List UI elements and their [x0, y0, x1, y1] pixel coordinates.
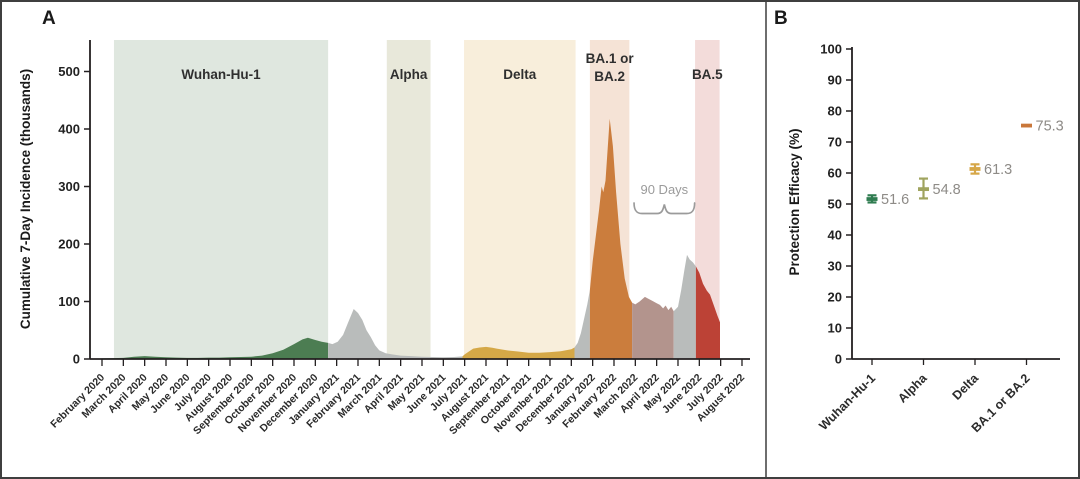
efficacy-marker [1021, 123, 1032, 128]
y-tick-label: 40 [828, 228, 842, 243]
efficacy-marker [969, 167, 981, 171]
variant-band [386, 40, 431, 359]
y-tick-label: 400 [58, 122, 80, 137]
y-tick-label: 500 [58, 64, 80, 79]
y-tick-label: 300 [58, 179, 80, 194]
y-tick-label: 100 [820, 42, 842, 57]
incidence-curve-segment [328, 309, 463, 359]
variant-band-label: BA.2 [594, 69, 625, 84]
ninety-days-label: 90 Days [640, 182, 688, 197]
variant-band-label: Delta [503, 67, 537, 82]
efficacy-value-label: 61.3 [984, 162, 1012, 178]
panel-a-chart: Wuhan-Hu-1 Alpha Delta BA.1 or BA.2 BA.5 0 100 2… [18, 40, 750, 437]
incidence-curve-segment [673, 254, 696, 359]
panel-b-chart: 0 10 20 30 40 50 60 70 80 90 100 Wuhan-Hu-1 Alpha Del… [787, 42, 1064, 436]
incidence-curve-segment [589, 118, 633, 359]
y-tick-label: 200 [58, 237, 80, 252]
y-tick-label: 80 [828, 104, 842, 119]
y-tick-label: 100 [58, 294, 80, 309]
efficacy-marker [918, 187, 929, 192]
y-tick-label: 10 [828, 321, 842, 336]
y-tick-label: 30 [828, 259, 842, 274]
variant-band-label: BA.1 or [586, 51, 635, 66]
y-tick-label: 60 [828, 166, 842, 181]
x-tick-label: Wuhan-Hu-1 [816, 371, 878, 433]
incidence-curve-segment [574, 290, 590, 359]
panel-a-label: A [42, 8, 56, 29]
variant-band-label: Alpha [390, 67, 428, 82]
efficacy-value-label: 54.8 [933, 182, 961, 198]
variant-band-label: Wuhan-Hu-1 [181, 67, 261, 82]
y-tick-label: 0 [835, 352, 842, 367]
y-tick-label: 70 [828, 135, 842, 150]
incidence-curve-segment [695, 266, 720, 359]
variant-band-label: BA.5 [692, 67, 723, 82]
y-tick-label: 0 [73, 352, 80, 367]
variant-band [464, 40, 576, 359]
panel-b-label: B [774, 8, 788, 29]
y-axis-title: Cumulative 7-Day Incidence (thousands) [18, 69, 33, 329]
variant-band [113, 40, 329, 359]
x-tick-label: Delta [950, 370, 982, 402]
incidence-curve-segment [90, 337, 329, 359]
y-tick-label: 20 [828, 290, 842, 305]
efficacy-value-label: 51.6 [881, 192, 909, 208]
y-tick-label: 90 [828, 73, 842, 88]
y-tick-label: 50 [828, 197, 842, 212]
incidence-curve-segment [462, 346, 575, 359]
x-tick-label: Alpha [895, 370, 930, 405]
efficacy-value-label: 75.3 [1036, 119, 1064, 135]
ninety-days-brace [633, 202, 696, 215]
incidence-curve-segment [632, 296, 674, 359]
panel-divider [765, 2, 767, 477]
efficacy-marker [866, 197, 878, 201]
y-axis-title: Protection Efficacy (%) [787, 128, 802, 275]
